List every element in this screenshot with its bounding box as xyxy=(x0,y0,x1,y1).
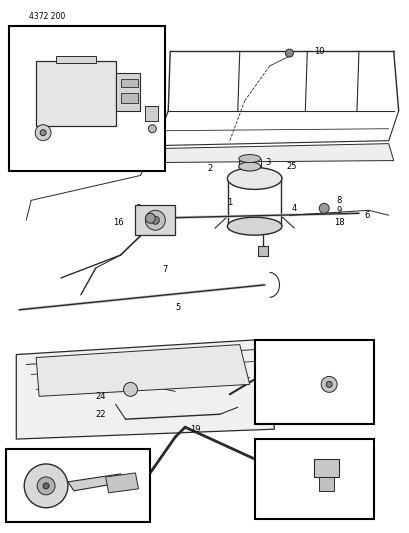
Text: 20: 20 xyxy=(341,478,351,487)
Polygon shape xyxy=(145,106,158,121)
Text: 22: 22 xyxy=(95,410,106,419)
Ellipse shape xyxy=(238,155,260,163)
Text: 5: 5 xyxy=(175,303,180,312)
Text: 10: 10 xyxy=(313,46,324,55)
Polygon shape xyxy=(319,477,333,491)
Polygon shape xyxy=(120,93,138,103)
Text: 17: 17 xyxy=(303,345,314,354)
Circle shape xyxy=(145,211,165,230)
Polygon shape xyxy=(135,205,175,235)
Text: 24: 24 xyxy=(328,403,339,412)
Text: 2: 2 xyxy=(207,164,212,173)
Bar xyxy=(254,340,373,424)
Text: 14: 14 xyxy=(125,69,135,77)
Circle shape xyxy=(320,376,336,392)
Text: 19: 19 xyxy=(189,425,200,434)
Polygon shape xyxy=(313,459,338,477)
Text: 11: 11 xyxy=(113,46,124,55)
Circle shape xyxy=(319,203,328,213)
Text: 24: 24 xyxy=(95,392,106,401)
Circle shape xyxy=(123,382,137,397)
Text: 13: 13 xyxy=(147,96,157,106)
Text: 8: 8 xyxy=(335,196,341,205)
Bar xyxy=(254,439,373,519)
Circle shape xyxy=(40,130,46,136)
Text: 12: 12 xyxy=(70,35,81,44)
Polygon shape xyxy=(115,73,140,111)
Text: 3: 3 xyxy=(264,158,270,167)
Text: 7: 7 xyxy=(162,265,168,274)
Bar xyxy=(7,449,150,522)
Text: 6: 6 xyxy=(363,211,369,220)
Circle shape xyxy=(148,125,156,133)
Polygon shape xyxy=(106,473,138,493)
Text: 26: 26 xyxy=(258,228,269,237)
Text: 23: 23 xyxy=(21,453,31,462)
Ellipse shape xyxy=(227,167,281,189)
Circle shape xyxy=(285,49,293,57)
Polygon shape xyxy=(155,144,393,163)
Circle shape xyxy=(145,213,155,223)
Circle shape xyxy=(43,483,49,489)
Text: 1: 1 xyxy=(227,198,232,207)
Circle shape xyxy=(35,125,51,141)
Text: 8: 8 xyxy=(135,204,141,213)
Polygon shape xyxy=(36,61,115,126)
Bar xyxy=(9,26,165,171)
Circle shape xyxy=(151,216,159,224)
Text: 15: 15 xyxy=(51,144,61,153)
Text: 4372 200: 4372 200 xyxy=(29,12,65,21)
Circle shape xyxy=(37,477,55,495)
Polygon shape xyxy=(36,345,249,397)
Circle shape xyxy=(326,382,331,387)
Text: 21: 21 xyxy=(341,459,351,469)
Text: 18: 18 xyxy=(333,218,344,227)
Polygon shape xyxy=(120,79,138,87)
Polygon shape xyxy=(56,56,96,63)
Text: 4: 4 xyxy=(291,204,296,213)
Ellipse shape xyxy=(238,162,260,171)
Text: 27: 27 xyxy=(18,114,29,123)
Ellipse shape xyxy=(227,217,281,235)
Circle shape xyxy=(24,464,68,508)
Polygon shape xyxy=(68,474,125,491)
Text: 16: 16 xyxy=(113,218,124,227)
Text: 9: 9 xyxy=(336,206,341,215)
Polygon shape xyxy=(257,246,267,256)
Text: 9: 9 xyxy=(159,206,164,215)
Text: 25: 25 xyxy=(285,162,296,171)
Polygon shape xyxy=(16,340,274,439)
